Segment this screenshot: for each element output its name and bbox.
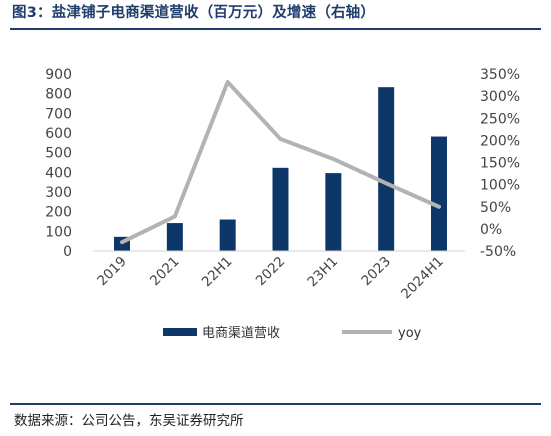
legend: 电商渠道营收 yoy xyxy=(163,326,422,341)
legend-bar-label: 电商渠道营收 xyxy=(202,326,280,341)
right-axis-tick-label: 250% xyxy=(480,111,520,127)
legend-line-label: yoy xyxy=(398,326,422,341)
right-axis-tick-label: -50% xyxy=(480,244,516,260)
left-axis-tick-label: 100 xyxy=(45,224,72,240)
bar xyxy=(272,167,289,251)
source-note: 数据来源：公司公告，东吴证券研究所 xyxy=(14,413,244,429)
left-axis-tick-label: 800 xyxy=(45,87,72,103)
left-axis-tick-label: 200 xyxy=(45,205,72,221)
right-axis-tick-label: 350% xyxy=(480,67,520,83)
bar xyxy=(431,136,447,251)
figure-title: 图3：盐津铺子电商渠道营收（百万元）及增速（右轴） xyxy=(12,5,376,21)
right-axis-tick-label: 100% xyxy=(480,178,520,194)
left-axis-tick-label: 600 xyxy=(45,126,72,142)
right-axis-tick-label: 300% xyxy=(480,89,520,105)
left-axis-ticks: 0 100 200 300 400 500 600 700 800 900 xyxy=(45,67,72,260)
x-axis-tick-label: 2019 xyxy=(94,254,130,290)
right-axis-tick-label: 150% xyxy=(480,156,520,172)
x-axis-tick-label: 2022 xyxy=(253,254,289,290)
x-axis-tick-label: 23H1 xyxy=(304,254,341,291)
left-axis-tick-label: 0 xyxy=(63,244,72,260)
x-axis-tick-label: 2023 xyxy=(358,254,394,290)
left-axis-tick-label: 700 xyxy=(45,106,72,122)
bar xyxy=(378,87,395,251)
left-axis-tick-label: 900 xyxy=(45,67,72,83)
right-axis-tick-label: 50% xyxy=(480,200,511,216)
bar xyxy=(219,219,236,251)
x-axis-tick-label: 22H1 xyxy=(199,254,236,291)
x-axis-ticks: 2019 2021 22H1 2022 23H1 2023 2024H1 xyxy=(94,254,447,303)
bar xyxy=(325,173,342,251)
bar-series xyxy=(114,87,447,251)
legend-bar-swatch xyxy=(163,328,197,336)
left-axis-tick-label: 300 xyxy=(45,185,72,201)
bar xyxy=(166,223,183,251)
right-axis-tick-label: 0% xyxy=(480,222,502,238)
x-axis-tick-label: 2021 xyxy=(147,254,183,290)
left-axis-tick-label: 400 xyxy=(45,165,72,181)
x-axis-tick-label: 2024H1 xyxy=(398,254,447,303)
title-rule xyxy=(10,28,541,30)
right-axis-tick-label: 200% xyxy=(480,133,520,149)
right-axis-ticks: -50% 0% 50% 100% 150% 200% 250% 300% 350% xyxy=(480,67,520,260)
left-axis-tick-label: 500 xyxy=(45,146,72,162)
footer-rule xyxy=(10,403,541,405)
